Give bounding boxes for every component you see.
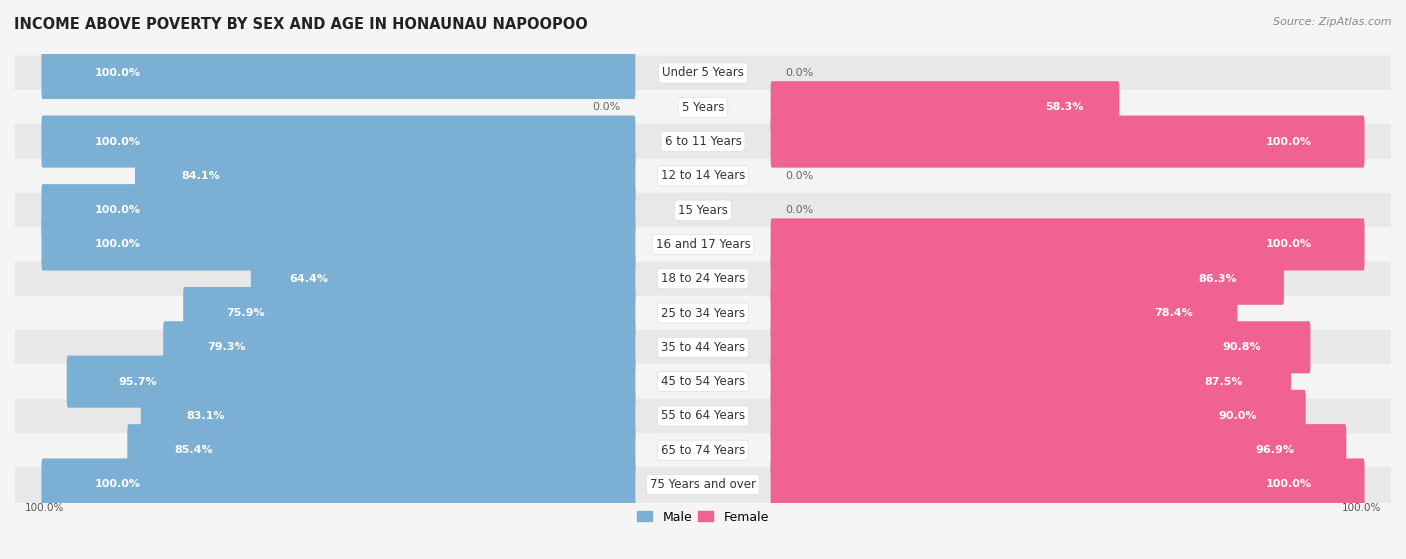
- Text: 58.3%: 58.3%: [1045, 102, 1084, 112]
- FancyBboxPatch shape: [41, 458, 636, 510]
- Text: 100.0%: 100.0%: [94, 239, 141, 249]
- Text: 100.0%: 100.0%: [94, 205, 141, 215]
- FancyBboxPatch shape: [770, 81, 1119, 134]
- FancyBboxPatch shape: [770, 424, 1347, 476]
- FancyBboxPatch shape: [770, 390, 1306, 442]
- Bar: [15, 467, 1391, 501]
- Text: 0.0%: 0.0%: [786, 205, 814, 215]
- Bar: [15, 262, 1391, 296]
- Text: INCOME ABOVE POVERTY BY SEX AND AGE IN HONAUNAU NAPOOPOO: INCOME ABOVE POVERTY BY SEX AND AGE IN H…: [14, 17, 588, 32]
- Text: Under 5 Years: Under 5 Years: [662, 67, 744, 79]
- Text: 12 to 14 Years: 12 to 14 Years: [661, 169, 745, 182]
- Text: 75 Years and over: 75 Years and over: [650, 478, 756, 491]
- Bar: [15, 193, 1391, 228]
- Bar: [15, 159, 1391, 193]
- Text: 86.3%: 86.3%: [1198, 274, 1237, 284]
- FancyBboxPatch shape: [66, 356, 636, 408]
- FancyBboxPatch shape: [770, 219, 1365, 271]
- Text: 96.9%: 96.9%: [1256, 445, 1295, 455]
- Text: 5 Years: 5 Years: [682, 101, 724, 114]
- FancyBboxPatch shape: [770, 116, 1365, 168]
- Text: 79.3%: 79.3%: [208, 342, 246, 352]
- FancyBboxPatch shape: [770, 356, 1291, 408]
- Text: 100.0%: 100.0%: [1265, 136, 1312, 146]
- FancyBboxPatch shape: [770, 287, 1237, 339]
- Bar: [15, 296, 1391, 330]
- FancyBboxPatch shape: [41, 47, 636, 99]
- Text: 87.5%: 87.5%: [1205, 377, 1243, 387]
- Text: 85.4%: 85.4%: [174, 445, 212, 455]
- FancyBboxPatch shape: [41, 184, 636, 236]
- Text: 100.0%: 100.0%: [94, 136, 141, 146]
- FancyBboxPatch shape: [770, 321, 1310, 373]
- Text: 6 to 11 Years: 6 to 11 Years: [665, 135, 741, 148]
- Text: 90.8%: 90.8%: [1223, 342, 1261, 352]
- FancyBboxPatch shape: [128, 424, 636, 476]
- Text: Source: ZipAtlas.com: Source: ZipAtlas.com: [1274, 17, 1392, 27]
- Text: 65 to 74 Years: 65 to 74 Years: [661, 444, 745, 457]
- FancyBboxPatch shape: [135, 150, 636, 202]
- Text: 25 to 34 Years: 25 to 34 Years: [661, 306, 745, 320]
- Text: 0.0%: 0.0%: [786, 171, 814, 181]
- Text: 45 to 54 Years: 45 to 54 Years: [661, 375, 745, 388]
- Text: 90.0%: 90.0%: [1219, 411, 1257, 421]
- Text: 100.0%: 100.0%: [1341, 503, 1381, 513]
- Text: 100.0%: 100.0%: [1265, 480, 1312, 490]
- Bar: [15, 228, 1391, 262]
- FancyBboxPatch shape: [183, 287, 636, 339]
- FancyBboxPatch shape: [250, 253, 636, 305]
- FancyBboxPatch shape: [770, 458, 1365, 510]
- FancyBboxPatch shape: [141, 390, 636, 442]
- FancyBboxPatch shape: [770, 253, 1284, 305]
- Text: 100.0%: 100.0%: [25, 503, 65, 513]
- Text: 64.4%: 64.4%: [290, 274, 328, 284]
- Bar: [15, 399, 1391, 433]
- Text: 18 to 24 Years: 18 to 24 Years: [661, 272, 745, 285]
- Bar: [15, 56, 1391, 90]
- Text: 78.4%: 78.4%: [1154, 308, 1194, 318]
- Text: 35 to 44 Years: 35 to 44 Years: [661, 341, 745, 354]
- Text: 83.1%: 83.1%: [187, 411, 225, 421]
- Text: 95.7%: 95.7%: [118, 377, 156, 387]
- Text: 55 to 64 Years: 55 to 64 Years: [661, 409, 745, 423]
- FancyBboxPatch shape: [41, 116, 636, 168]
- Text: 0.0%: 0.0%: [592, 102, 620, 112]
- Bar: [15, 125, 1391, 159]
- Legend: Male, Female: Male, Female: [633, 505, 773, 529]
- Bar: [15, 90, 1391, 125]
- FancyBboxPatch shape: [163, 321, 636, 373]
- Bar: [15, 364, 1391, 399]
- FancyBboxPatch shape: [41, 219, 636, 271]
- Bar: [15, 330, 1391, 364]
- Text: 75.9%: 75.9%: [226, 308, 264, 318]
- Bar: [15, 433, 1391, 467]
- Text: 15 Years: 15 Years: [678, 203, 728, 217]
- Text: 16 and 17 Years: 16 and 17 Years: [655, 238, 751, 251]
- Text: 100.0%: 100.0%: [94, 480, 141, 490]
- Text: 0.0%: 0.0%: [786, 68, 814, 78]
- Text: 100.0%: 100.0%: [94, 68, 141, 78]
- Text: 84.1%: 84.1%: [181, 171, 221, 181]
- Text: 100.0%: 100.0%: [1265, 239, 1312, 249]
